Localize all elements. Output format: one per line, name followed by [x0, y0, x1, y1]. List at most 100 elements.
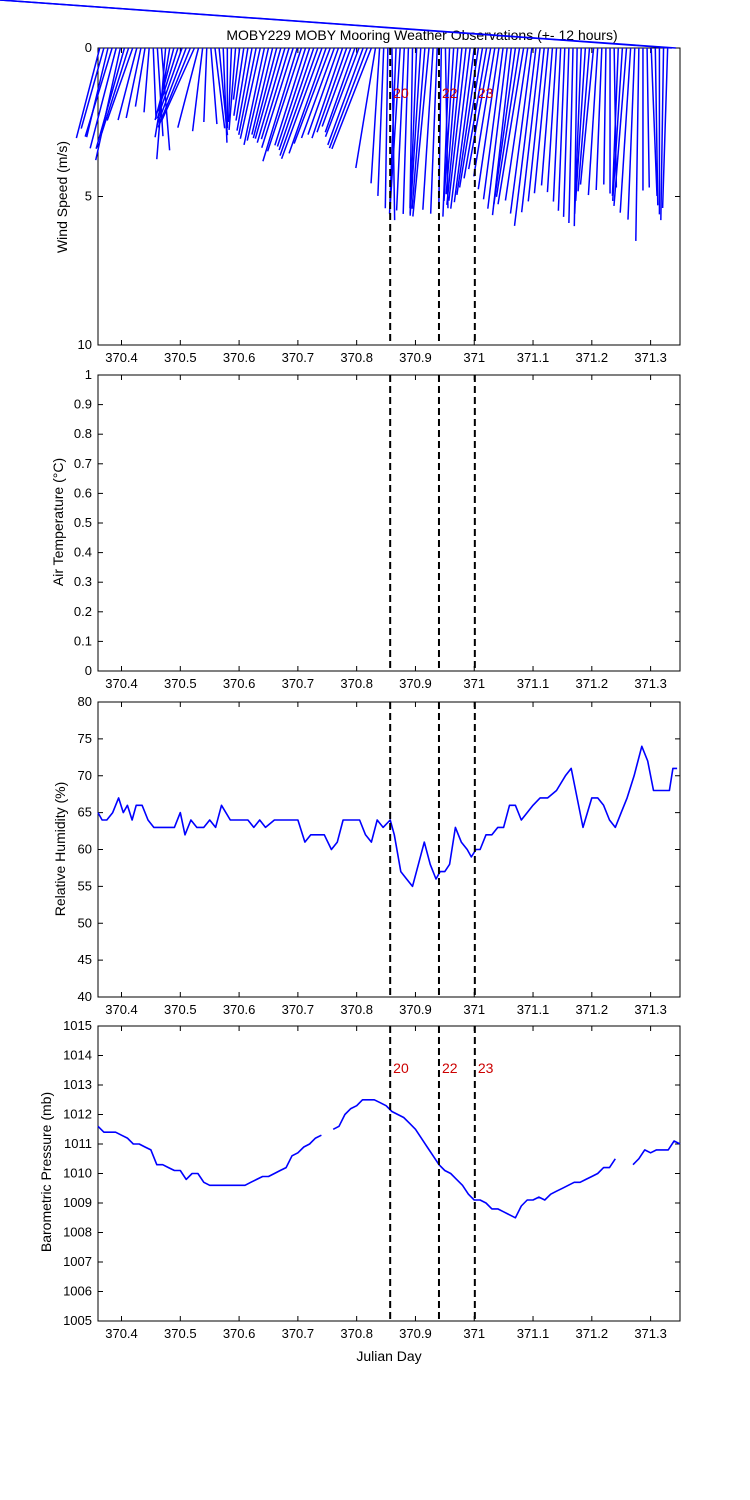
- wind-wind-stick: [331, 47, 373, 150]
- wind-wind-stick: [527, 47, 545, 202]
- pressure-xtick-label: 371.1: [517, 1326, 550, 1341]
- wind-wind-stick: [370, 47, 381, 184]
- pressure-xtick-label: 371: [463, 1326, 485, 1341]
- wind-wind-stick: [262, 47, 299, 162]
- humidity-ytick-label: 80: [78, 694, 92, 709]
- pressure-xtick-label: 370.8: [340, 1326, 373, 1341]
- humidity-plot-frame: [97, 701, 681, 998]
- wind-wind-stick: [246, 47, 270, 141]
- wind-wind-stick: [453, 47, 475, 203]
- airtemp-xtick-label: 370.9: [399, 676, 432, 691]
- wind-xtick-label: 371.1: [517, 350, 550, 365]
- humidity-xtick-label: 370.7: [282, 1002, 315, 1017]
- pressure-series-line: [97, 1099, 681, 1219]
- wind-wind-stick: [276, 47, 311, 147]
- pressure-ytick-label: 1009: [63, 1195, 92, 1210]
- wind-wind-stick: [477, 47, 500, 190]
- pressure-ytick-label: 1015: [63, 1018, 92, 1033]
- pressure-xlabel: Julian Day: [356, 1348, 421, 1364]
- wind-wind-stick: [557, 47, 566, 211]
- wind-wind-stick: [473, 47, 496, 177]
- pressure-ytick-label: 1007: [63, 1254, 92, 1269]
- pressure-xtick-label: 370.9: [399, 1326, 432, 1341]
- wind-wind-stick: [84, 47, 113, 137]
- wind-wind-stick: [409, 47, 422, 216]
- wind-wind-stick: [504, 47, 529, 201]
- wind-wind-stick: [279, 47, 319, 156]
- wind-wind-stick: [95, 47, 126, 149]
- wind-wind-stick: [143, 47, 150, 113]
- wind-wind-stick: [495, 47, 521, 197]
- humidity-xtick-label: 371.1: [517, 1002, 550, 1017]
- wind-wind-stick: [252, 47, 278, 139]
- wind-wind-stick: [513, 47, 537, 226]
- wind-wind-stick: [446, 47, 463, 205]
- airtemp-plot-frame: [97, 374, 681, 672]
- wind-wind-stick: [160, 47, 171, 151]
- wind-xtick-label: 371.2: [576, 350, 609, 365]
- wind-wind-stick: [627, 47, 636, 220]
- pressure-ytick-label: 1008: [63, 1225, 92, 1240]
- humidity-ytick-label: 75: [78, 731, 92, 746]
- wind-wind-stick: [402, 47, 410, 214]
- wind-wind-stick: [661, 47, 669, 209]
- panel-wind: 370.4 370.5 370.6 370.7 370.8 370.9 371 371.1 37…: [0, 0, 681, 365]
- wind-wind-stick: [254, 47, 282, 139]
- wind-wind-stick: [463, 47, 488, 179]
- wind-wind-stick: [611, 47, 624, 201]
- panel-pressure-ylabel: Barometric Pressure (mb): [38, 1092, 54, 1252]
- pressure-event-label: 22: [442, 1060, 458, 1076]
- wind-wind-stick: [261, 47, 294, 148]
- airtemp-ytick-label: 1: [85, 367, 92, 382]
- wind-wind-stick: [80, 47, 105, 129]
- wind-wind-stick: [311, 47, 344, 139]
- humidity-ytick-label: 50: [78, 915, 92, 930]
- pressure-ytick-label: 1012: [63, 1107, 92, 1122]
- wind-xtick-label: 370.4: [105, 350, 138, 365]
- wind-wind-stick: [300, 47, 336, 139]
- airtemp-xtick-label: 371.2: [576, 676, 609, 691]
- wind-wind-stick: [260, 47, 290, 140]
- wind-wind-stick: [568, 47, 574, 224]
- pressure-ytick-label: 1010: [63, 1166, 92, 1181]
- humidity-ytick-label: 40: [78, 989, 92, 1004]
- pressure-xtick-label: 370.7: [282, 1326, 315, 1341]
- humidity-ytick-label: 65: [78, 805, 92, 820]
- panel-airtemp: 370.4 370.5 370.6 370.7 370.8 370.9 371 371.1 37…: [74, 367, 681, 691]
- panel-airtemp-ylabel: Air Temperature (°C): [50, 458, 66, 586]
- wind-wind-stick: [438, 47, 443, 206]
- pressure-event-label: 23: [478, 1060, 494, 1076]
- wind-wind-stick: [214, 47, 226, 129]
- wind-wind-stick: [611, 47, 620, 196]
- panel-pressure: 370.4 370.5 370.6 370.7 370.8 370.9 371 371.1 37…: [63, 1018, 681, 1341]
- wind-wind-stick: [251, 47, 274, 135]
- airtemp-ytick-label: 0.9: [74, 397, 92, 412]
- airtemp-xtick-label: 371.3: [634, 676, 667, 691]
- wind-xtick-label: 371.3: [634, 350, 667, 365]
- wind-xtick-label: 371: [463, 350, 485, 365]
- pressure-event-label: 20: [393, 1060, 409, 1076]
- airtemp-ytick-label: 0.1: [74, 633, 92, 648]
- wind-wind-stick: [324, 47, 356, 133]
- wind-wind-stick: [232, 47, 241, 100]
- wind-wind-stick: [222, 47, 228, 143]
- wind-wind-stick: [203, 47, 208, 122]
- pressure-xtick-label: 371.3: [634, 1326, 667, 1341]
- wind-wind-stick: [654, 47, 659, 206]
- panel-humidity-ylabel: Relative Humidity (%): [52, 782, 68, 917]
- figure-title: MOBY229 MOBY Mooring Weather Observation…: [226, 27, 617, 43]
- wind-xtick-label: 370.8: [340, 350, 373, 365]
- wind-wind-stick: [266, 47, 303, 152]
- airtemp-xtick-label: 370.4: [105, 676, 138, 691]
- wind-wind-stick: [152, 47, 157, 120]
- wind-wind-stick: [389, 47, 401, 204]
- wind-xtick-label: 370.7: [282, 350, 315, 365]
- wind-wind-stick: [243, 47, 266, 146]
- wind-wind-stick: [384, 47, 389, 209]
- wind-wind-stick: [650, 47, 658, 196]
- wind-wind-stick: [540, 47, 554, 186]
- humidity-xtick-label: 370.8: [340, 1002, 373, 1017]
- wind-wind-stick: [445, 47, 459, 195]
- wind-wind-stick: [228, 47, 237, 130]
- humidity-xtick-label: 371: [463, 1002, 485, 1017]
